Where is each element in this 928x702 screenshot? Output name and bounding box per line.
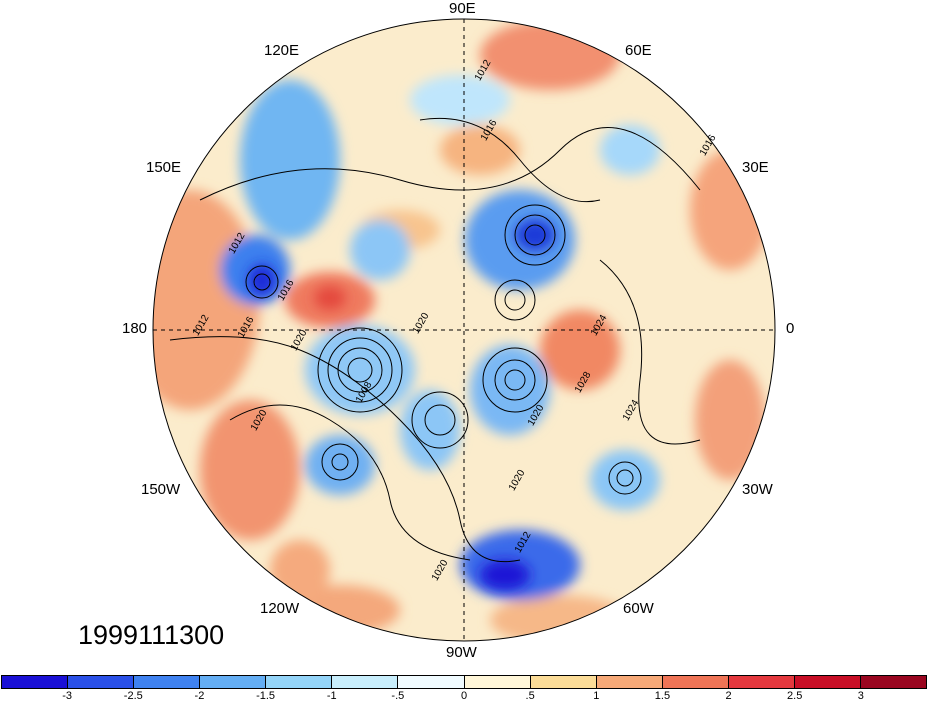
colorbar-tick-label: -1 bbox=[326, 690, 337, 702]
colorbar-segment bbox=[398, 676, 465, 688]
colorbar-segment bbox=[332, 676, 399, 688]
colorbar-tick-label: 3 bbox=[857, 690, 864, 702]
colorbar-segment bbox=[134, 676, 201, 688]
lon-label-90w: 90W bbox=[446, 644, 477, 661]
colorbar-segment bbox=[861, 676, 927, 688]
colorbar-segment bbox=[662, 676, 729, 688]
colorbar-segment bbox=[200, 676, 267, 688]
colorbar-segment bbox=[464, 676, 531, 688]
lon-label-90e: 90E bbox=[449, 0, 476, 17]
colorbar-segment bbox=[68, 676, 135, 688]
lon-label-0: 0 bbox=[786, 320, 795, 337]
colorbar-tick-label: 2.5 bbox=[787, 690, 803, 702]
colorbar-segment bbox=[2, 676, 69, 688]
lon-label-30e: 30E bbox=[742, 159, 769, 176]
colorbar-tick-label: 2 bbox=[725, 690, 732, 702]
colorbar-tick-label: 1.5 bbox=[654, 690, 671, 702]
lon-label-60w: 60W bbox=[623, 600, 654, 617]
colorbar-segment bbox=[530, 676, 597, 688]
lon-label-60e: 60E bbox=[625, 42, 652, 59]
colorbar-tick-label: -2.5 bbox=[123, 690, 143, 702]
colorbar-tick-label: 1 bbox=[593, 690, 600, 702]
colorbar-tick-label: 0 bbox=[460, 690, 468, 702]
colorbar-segment bbox=[266, 676, 333, 688]
anomaly-field bbox=[153, 19, 775, 641]
colorbar-segment bbox=[596, 676, 663, 688]
map-boundary bbox=[152, 18, 776, 642]
colorbar-tick-label: .5 bbox=[525, 690, 535, 702]
colorbar-tick-label: -1.5 bbox=[256, 690, 276, 702]
lon-label-150w: 150W bbox=[141, 481, 181, 498]
lon-label-30w: 30W bbox=[742, 481, 773, 498]
colorbar-tick-label: -2 bbox=[194, 690, 205, 702]
colorbar-tick-label: -3 bbox=[62, 690, 73, 702]
lon-label-120e: 120E bbox=[264, 42, 300, 59]
lon-label-150e: 150E bbox=[146, 159, 182, 176]
date-label: 1999111300 bbox=[78, 620, 225, 650]
lon-label-180: 180 bbox=[122, 320, 148, 337]
colorbar-segment bbox=[728, 676, 795, 688]
colorbar bbox=[1, 675, 927, 689]
colorbar-tick-label: -.5 bbox=[391, 690, 405, 702]
colorbar-segment bbox=[794, 676, 862, 688]
lon-label-120w: 120W bbox=[260, 600, 300, 617]
